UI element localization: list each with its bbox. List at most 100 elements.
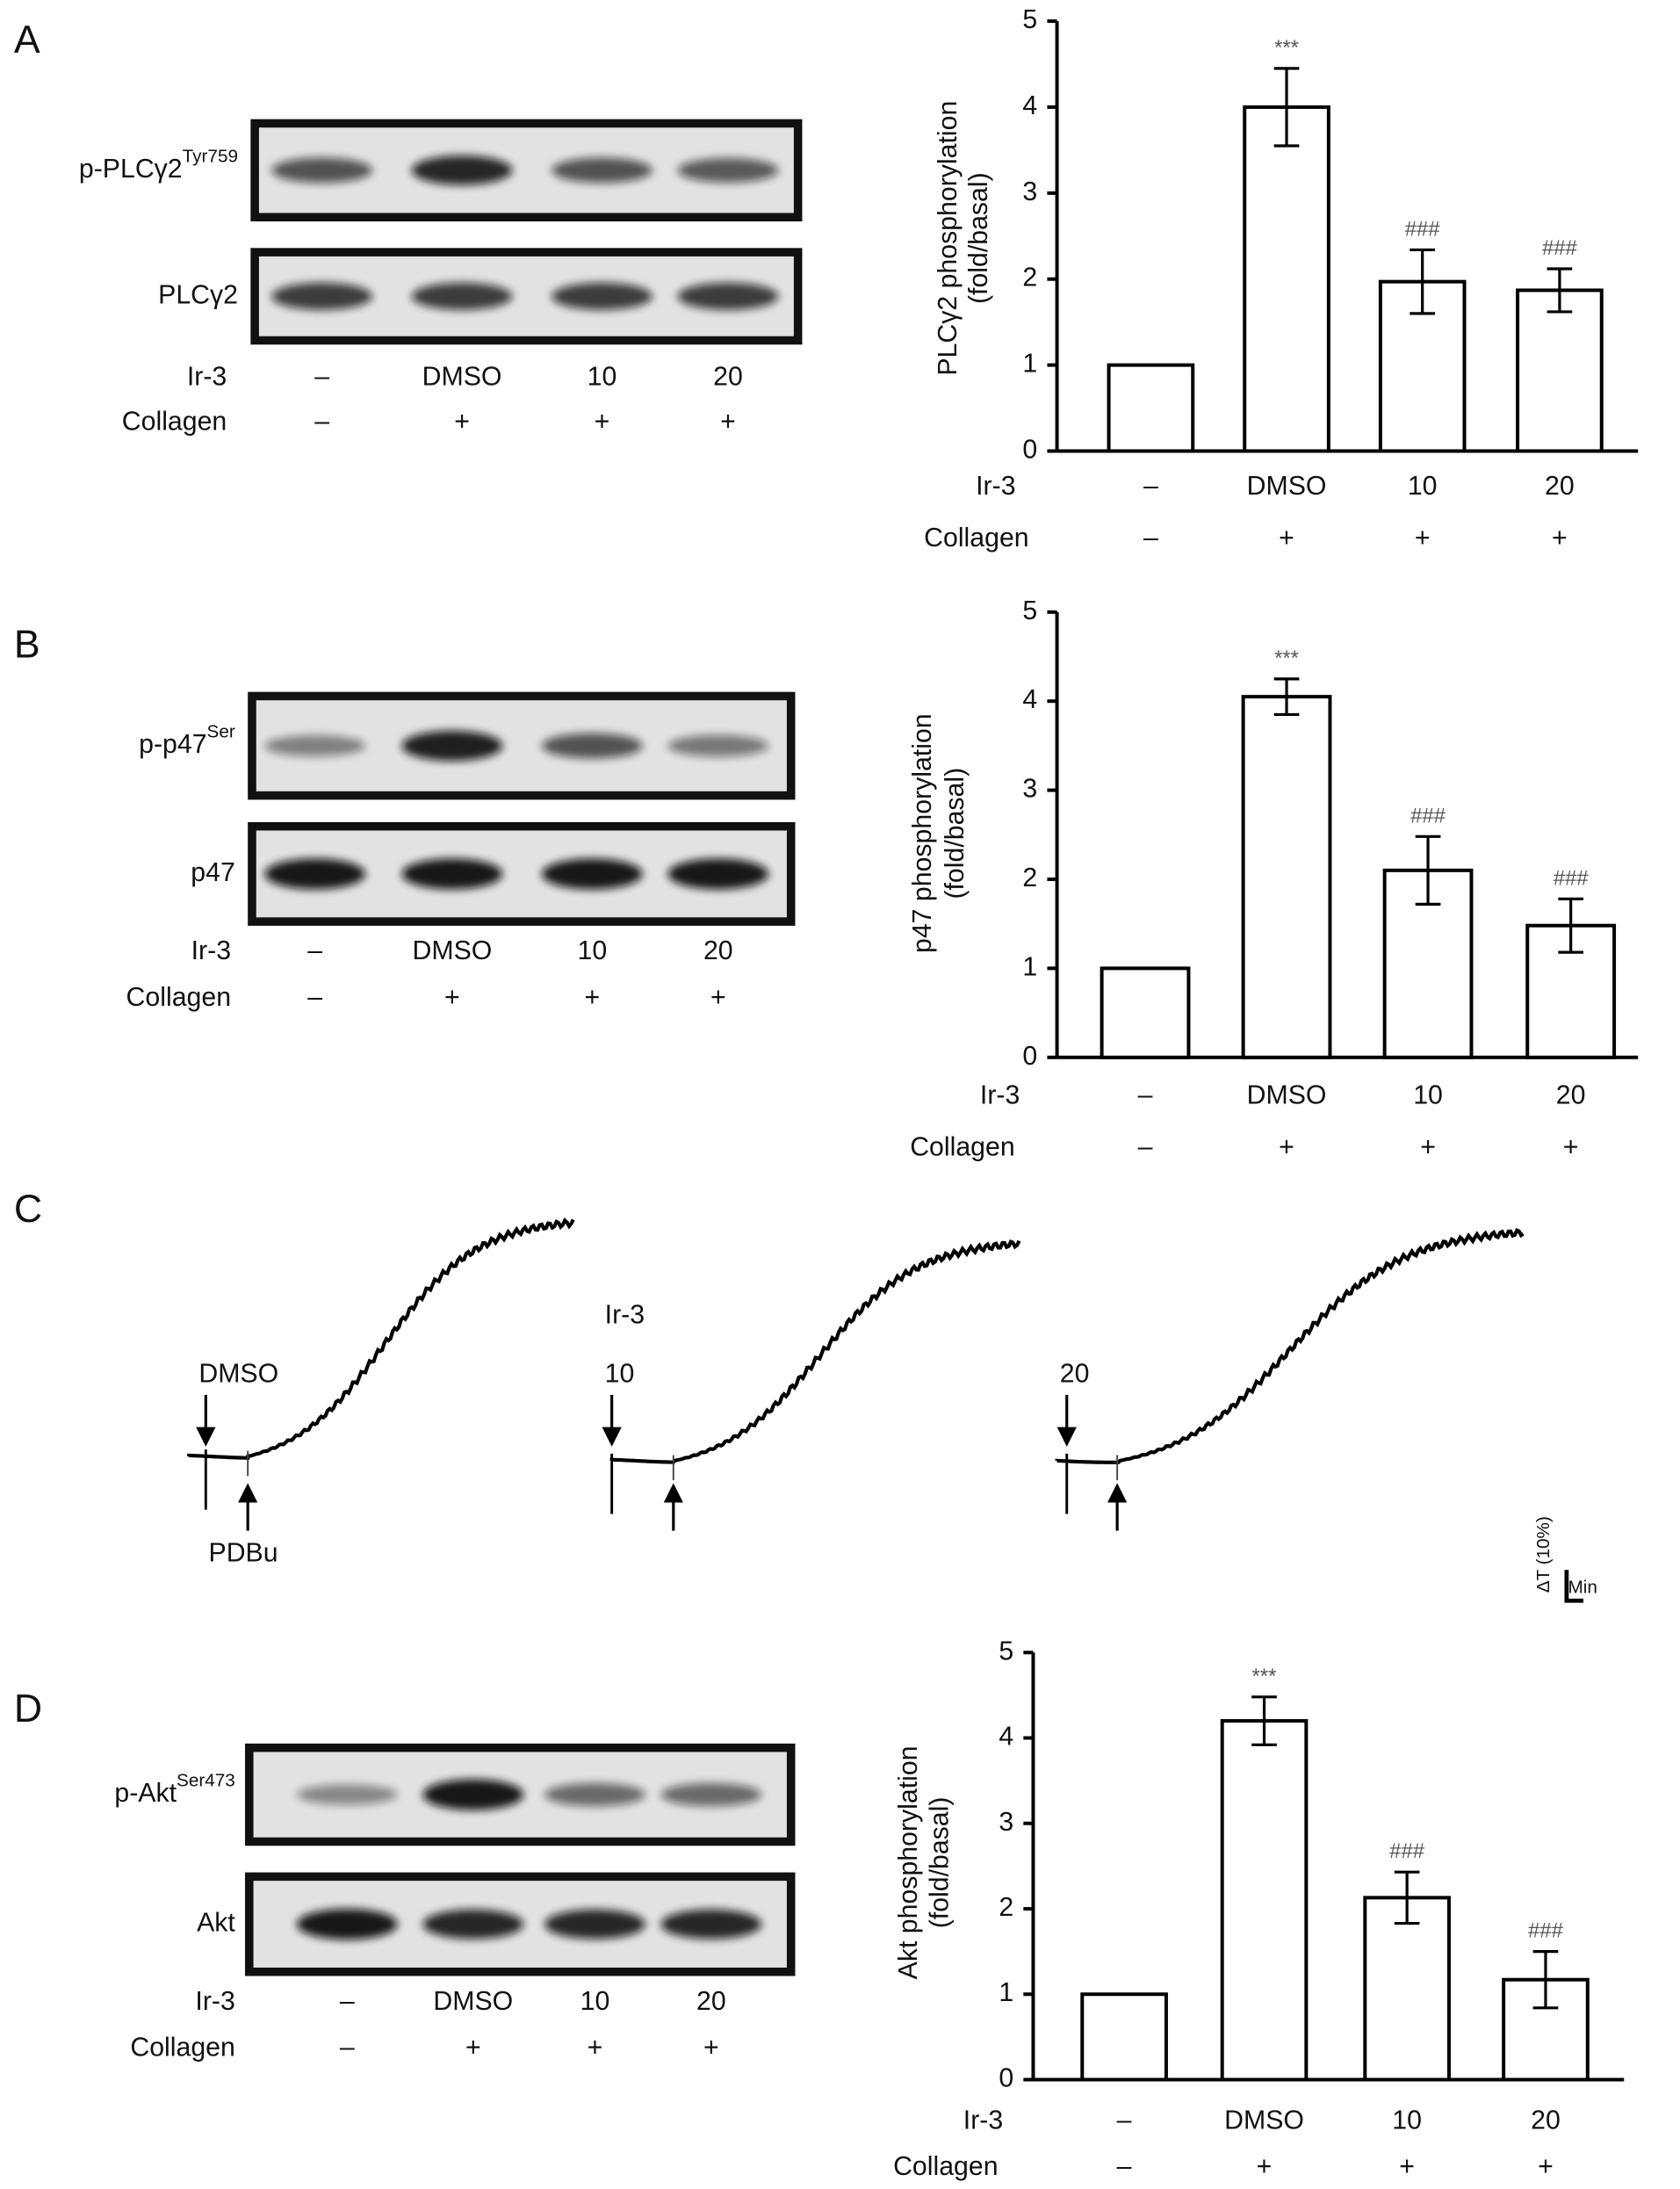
blot-band — [271, 157, 373, 184]
bar — [1100, 966, 1191, 1059]
x-tick-label: + — [1279, 524, 1294, 553]
x-tick-label: 10 — [1408, 472, 1438, 501]
x-tick-label: – — [1117, 2106, 1132, 2135]
panel-letter: A — [14, 18, 40, 61]
y-tick-label: 1 — [1022, 952, 1037, 981]
blot-row-label: p-PLCγ2Tyr759 — [79, 147, 238, 184]
treatment-label: DMSO — [198, 1360, 278, 1389]
treatment-value: – — [340, 1987, 355, 2016]
x-tick-label: 10 — [1413, 1080, 1443, 1109]
blot-band — [677, 157, 779, 183]
bar — [1107, 363, 1195, 453]
blot-row-label: p-p47Ser — [139, 722, 235, 759]
treatment-value: DMSO — [422, 363, 502, 392]
x-row-label: Ir-3 — [976, 472, 1015, 501]
treatment-value: DMSO — [433, 1987, 513, 2016]
x-tick-label: + — [1538, 2152, 1554, 2181]
y-axis-label: (fold/basal) — [925, 1797, 954, 1929]
blot-band — [296, 1784, 398, 1805]
y-tick-label: 4 — [999, 1723, 1013, 1752]
treatment-value: + — [595, 408, 610, 437]
x-row-label: Collagen — [924, 524, 1028, 553]
blot-band — [544, 1782, 645, 1807]
y-tick-label: 2 — [1022, 264, 1037, 293]
significance-label: *** — [1252, 1665, 1277, 1688]
significance-label: *** — [1274, 36, 1299, 60]
treatment-label: 20 — [1060, 1360, 1090, 1389]
blot-band — [271, 282, 373, 310]
treatment-value: + — [588, 2033, 603, 2062]
treatment-value: 20 — [703, 936, 733, 965]
treatment-value: + — [703, 2033, 719, 2062]
blot-band — [401, 730, 503, 762]
x-tick-label: + — [1399, 2152, 1415, 2181]
blot-row-superscript: Ser — [207, 722, 235, 742]
y-tick-label: 1 — [999, 1978, 1013, 2007]
y-tick-label: 0 — [1022, 435, 1037, 464]
blot-band — [411, 282, 513, 310]
x-tick-label: – — [1143, 524, 1158, 553]
blot-band — [422, 1779, 524, 1810]
blot-band — [660, 1909, 762, 1940]
blot-band — [411, 155, 513, 185]
significance-label: ### — [1405, 217, 1441, 241]
bar — [1516, 288, 1604, 453]
blot-row-name: Akt — [197, 1909, 235, 1938]
treatment-label: Collagen — [126, 983, 231, 1012]
blot-band — [401, 858, 503, 890]
treatment-value: – — [307, 936, 322, 965]
bar — [1243, 105, 1330, 453]
blot-row-label: p47 — [191, 858, 235, 887]
treatment-label: 10 — [605, 1360, 635, 1389]
y-tick-label: 1 — [1022, 350, 1037, 379]
significance-label: ### — [1554, 866, 1590, 890]
blot-row-label: PLCγ2 — [158, 280, 238, 309]
aggregation-trace — [609, 1239, 1021, 1464]
y-tick-label: 3 — [1022, 177, 1037, 206]
x-row-label: Collagen — [893, 2152, 998, 2181]
treatment-label: Ir-3 — [191, 936, 231, 965]
significance-label: *** — [1274, 647, 1299, 670]
y-tick-label: 3 — [999, 1808, 1013, 1837]
panel-letter: D — [14, 1687, 42, 1730]
blot-band — [541, 858, 643, 890]
x-tick-label: 20 — [1531, 2106, 1561, 2135]
blot-row-name: PLCγ2 — [158, 280, 238, 309]
blot-band — [264, 858, 366, 890]
y-tick-label: 5 — [1022, 5, 1037, 34]
x-tick-label: + — [1420, 1132, 1436, 1161]
treatment-value: 10 — [577, 936, 607, 965]
treatment-value: – — [314, 363, 329, 392]
blot-row-name: p47 — [191, 858, 235, 887]
y-tick-label: 3 — [1022, 775, 1037, 804]
panel-letter: C — [14, 1188, 42, 1231]
x-row-label: Collagen — [910, 1132, 1014, 1161]
treatment-group-label: Ir-3 — [605, 1301, 645, 1330]
significance-label: ### — [1410, 804, 1446, 827]
aggregation-trace — [187, 1217, 575, 1460]
treatment-value: 20 — [696, 1987, 726, 2016]
treatment-value: + — [465, 2033, 481, 2062]
x-tick-label: + — [1257, 2152, 1273, 2181]
blot-row-name: p-p47 — [139, 730, 206, 759]
blot-band — [544, 1909, 645, 1940]
blot-band — [422, 1909, 524, 1940]
blot-band — [264, 735, 366, 757]
blot-band — [667, 858, 769, 890]
blot-row-label: Akt — [197, 1909, 235, 1938]
aggregation-trace — [1055, 1227, 1525, 1464]
blot-row-superscript: Ser473 — [177, 1771, 235, 1791]
blot-row-superscript: Tyr759 — [183, 147, 238, 167]
treatment-value: + — [444, 983, 460, 1012]
treatment-value: – — [307, 983, 322, 1012]
scale-bar — [1564, 1570, 1584, 1603]
x-tick-label: + — [1552, 524, 1568, 553]
y-tick-label: 4 — [1022, 685, 1037, 714]
blot-band — [296, 1909, 398, 1940]
y-tick-label: 0 — [999, 2063, 1013, 2092]
blot-row-label: p-AktSer473 — [114, 1771, 234, 1808]
y-tick-label: 2 — [1022, 863, 1037, 892]
treatment-label: Collagen — [130, 2033, 234, 2062]
x-tick-label: DMSO — [1247, 1080, 1327, 1109]
